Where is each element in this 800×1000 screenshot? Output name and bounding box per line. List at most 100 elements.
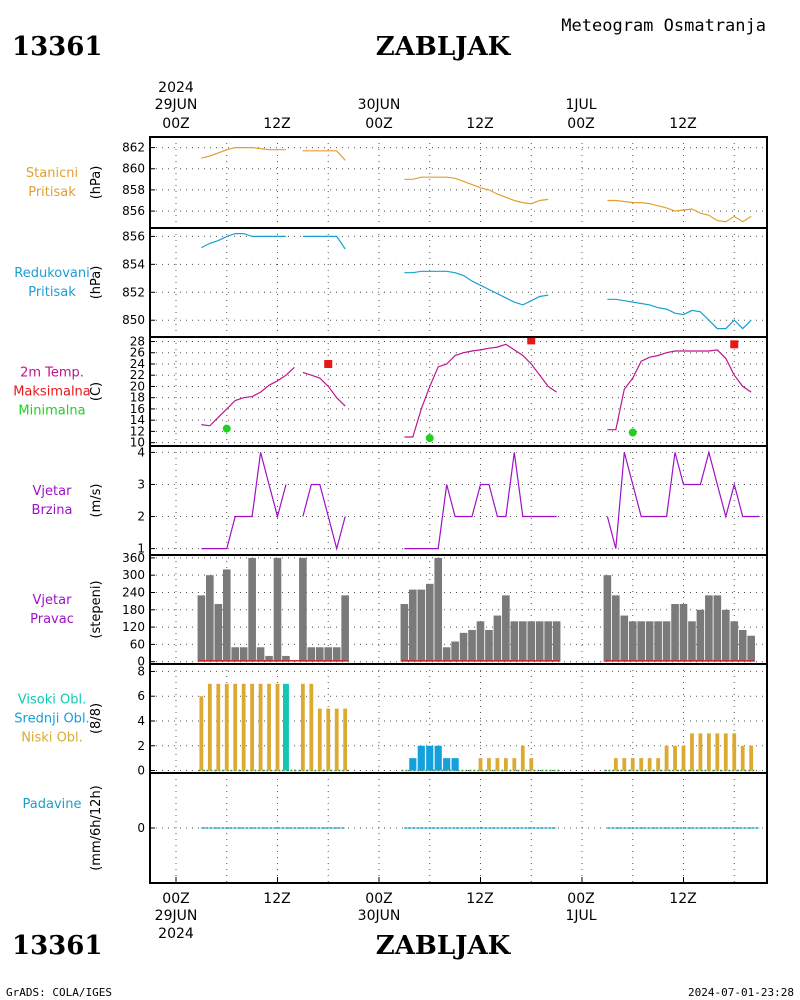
high-cloud-bar: [282, 683, 289, 771]
wind-direction-bar: [400, 604, 409, 662]
wind_speed-line: [201, 452, 287, 550]
wind-direction-bar: [662, 621, 671, 662]
wind-direction-bar: [671, 604, 679, 662]
y-tick-label: 860: [122, 162, 145, 176]
panel-label: 2m Temp.: [20, 366, 84, 381]
wind-direction-bar: [612, 595, 620, 662]
y-tick-label: 856: [122, 229, 145, 243]
bottom-time-label-line2: 30JUN: [358, 908, 401, 924]
low-cloud-bar: [233, 683, 238, 771]
middle-cloud-bar: [451, 758, 459, 771]
panel-reduced_pressure: 850 852 854 856 (hPa)Redukovani Pritisak: [14, 227, 768, 338]
wind-direction-bar: [282, 655, 290, 662]
wind-direction-bar: [535, 621, 544, 662]
wind-direction-bar: [730, 621, 739, 662]
low-cloud-bar: [647, 758, 652, 771]
wind-direction-bar: [315, 647, 324, 662]
low-cloud-bar: [216, 683, 221, 771]
top-time-label-line3: 00Z: [567, 116, 594, 132]
wind-direction-bar: [705, 595, 713, 662]
low-cloud-bar: [613, 758, 618, 771]
wind-direction-bar: [231, 647, 240, 662]
low-cloud-bar: [706, 733, 711, 771]
top-time-label-line2: 1JUL: [565, 97, 596, 113]
max-temp-marker: [527, 336, 536, 345]
panel-label: Visoki Obl.: [18, 693, 86, 708]
y-tick-label: 120: [122, 620, 145, 634]
y-tick-label: 2: [137, 510, 145, 524]
wind-direction-bar: [273, 557, 282, 662]
y-tick-label: 12: [130, 424, 145, 438]
y-tick-label: 854: [122, 257, 145, 271]
wind-direction-bar: [324, 647, 333, 662]
temperature-line: [302, 371, 346, 407]
chart-title: Meteogram Osmatranja: [561, 16, 766, 36]
wind-direction-bar: [527, 621, 536, 662]
top-time-label-line3: 00Z: [365, 116, 392, 132]
low-cloud-bar: [495, 758, 500, 771]
y-tick-label: 20: [130, 379, 145, 393]
y-tick-label: 26: [130, 346, 145, 360]
meteogram-panels: 856858860862(hPa)StanicniPritisak8508528…: [13, 136, 768, 884]
low-cloud-bar: [258, 683, 263, 771]
wind-direction-bar: [222, 569, 231, 662]
wind-direction-bar: [721, 609, 730, 662]
top-time-label-line1: 2024: [158, 80, 194, 96]
max-temp-marker: [324, 359, 333, 368]
wind-direction-bar: [206, 575, 214, 662]
wind-direction-bar: [603, 575, 612, 662]
panel-label: Brzina: [32, 503, 73, 518]
min-temp-marker: [222, 424, 231, 433]
low-cloud-bar: [630, 758, 635, 771]
low-cloud-bar: [224, 683, 229, 771]
y-axis-unit: (m/s): [89, 484, 104, 518]
station_pressure-line: [607, 199, 752, 223]
station-name-bottom: ZABLJAK: [376, 931, 512, 961]
low-cloud-bar: [723, 733, 728, 771]
y-tick-label: 852: [122, 285, 145, 299]
wind-direction-bar: [214, 604, 223, 662]
y-tick-label: 3: [137, 477, 145, 491]
y-tick-label: 0: [137, 655, 145, 669]
wind-direction-bar: [654, 621, 662, 662]
wind-direction-bar: [256, 647, 265, 662]
panel-label: Minimalna: [18, 404, 85, 419]
wind-direction-bar: [628, 621, 637, 662]
low-cloud-bar: [317, 708, 322, 771]
min-temp-marker: [425, 434, 434, 443]
top-time-label-line2: 30JUN: [358, 97, 401, 113]
y-tick-label: 0: [137, 821, 145, 835]
panel-label: Niski Obl.: [21, 731, 83, 746]
top-time-label-line3: 12Z: [263, 116, 290, 132]
top-time-label-line3: 00Z: [162, 116, 189, 132]
y-tick-label: 6: [137, 689, 145, 703]
low-cloud-bar: [732, 733, 737, 771]
footer-credit: GrADS: COLA/IGES: [6, 986, 112, 999]
station_pressure-line: [302, 150, 346, 161]
low-cloud-bar: [529, 758, 534, 771]
y-tick-label: 360: [122, 551, 145, 565]
reduced_pressure-line: [302, 235, 346, 250]
y-tick-label: 2: [137, 739, 145, 753]
top-time-axis: 2024 29JUN 00Z 12Z 30JUN 00Z 12Z 1JUL 00…: [155, 80, 697, 132]
wind-direction-bar: [518, 621, 527, 662]
wind-direction-bar: [248, 557, 256, 662]
low-cloud-bar: [690, 733, 694, 771]
panel-label: Maksimalna: [13, 385, 91, 400]
y-axis-unit: (stepeni): [89, 580, 104, 638]
y-tick-label: 300: [122, 568, 145, 582]
wind-direction-bar: [417, 589, 426, 662]
low-cloud-bar: [199, 696, 204, 771]
low-cloud-bar: [673, 745, 677, 771]
temperature-line: [201, 366, 295, 427]
y-tick-label: 10: [130, 436, 145, 450]
bottom-time-label-line1: 12Z: [669, 891, 696, 907]
bottom-time-label-line1: 00Z: [162, 891, 189, 907]
low-cloud-bar: [639, 758, 644, 771]
wind-direction-bar: [468, 629, 476, 662]
wind-direction-bar: [552, 621, 561, 662]
footer-timestamp: 2024-07-01-23:28: [688, 986, 794, 999]
panel-wind_direction: 0 60 120 180 240 300 360 (stepeni) Vjetar Pravac: [30, 551, 768, 669]
low-cloud-bar: [478, 758, 483, 771]
